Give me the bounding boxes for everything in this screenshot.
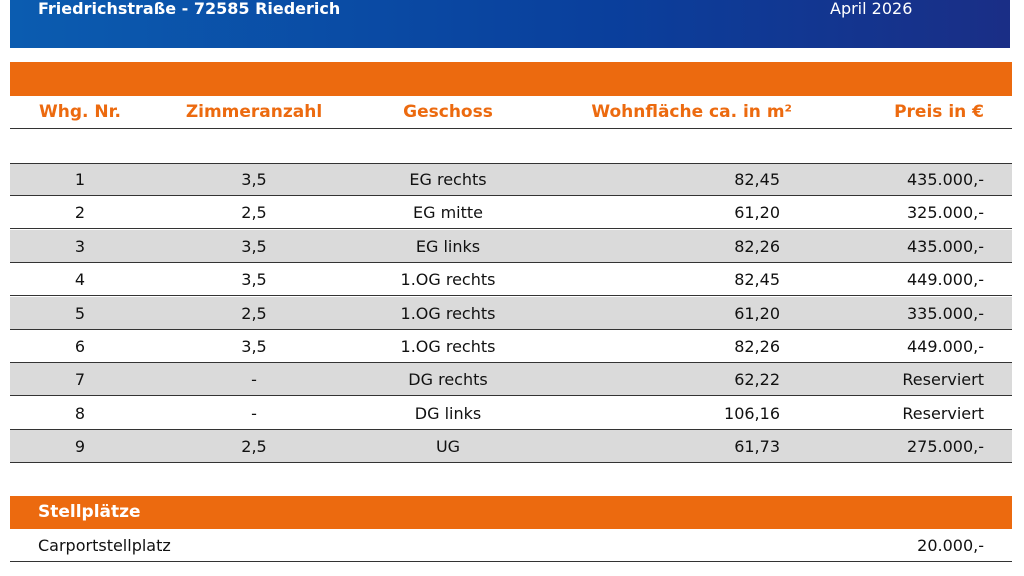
- column-header: Whg. Nr.: [38, 102, 122, 122]
- table-cell: 3,5: [241, 170, 267, 189]
- column-header: Wohnfläche ca. in m²: [591, 102, 792, 122]
- table-cell: 6: [74, 337, 86, 356]
- table-row: [10, 163, 1012, 196]
- table-cell: -: [251, 403, 257, 423]
- table-row: [10, 296, 1012, 330]
- header-rule: [10, 128, 1012, 129]
- table-cell: 275.000,-: [906, 437, 984, 457]
- table-cell: 1.OG rechts: [400, 270, 496, 290]
- table-cell: 61,20: [734, 303, 780, 323]
- table-cell: 2,5: [241, 203, 267, 223]
- table-cell: 5: [74, 303, 86, 323]
- column-header: Zimmeranzahl: [185, 102, 323, 122]
- table-cell: 106,16: [724, 403, 780, 423]
- table-cell: 8: [74, 403, 86, 423]
- header-bar: [10, 62, 1012, 96]
- table-cell: EG links: [415, 236, 481, 256]
- table-cell: 1.OG rechts: [400, 303, 496, 323]
- table-cell: 1: [74, 170, 86, 189]
- table-cell: 3,5: [241, 236, 267, 256]
- table-cell: 82,45: [734, 170, 780, 189]
- table-cell: Reserviert: [902, 403, 984, 423]
- table-cell: 2,5: [241, 303, 267, 323]
- parking-price: 20.000,-: [917, 536, 984, 555]
- column-header: Preis in €: [894, 102, 984, 122]
- table-cell: 61,20: [734, 203, 780, 223]
- table-cell: -: [251, 370, 257, 390]
- table-cell: EG rechts: [409, 170, 487, 189]
- table-cell: 2: [74, 203, 86, 223]
- table-cell: 449.000,-: [906, 337, 984, 356]
- table-cell: Reserviert: [902, 370, 984, 390]
- table-cell: 4: [74, 270, 86, 290]
- table-cell: DG rechts: [408, 370, 488, 390]
- table-cell: EG mitte: [412, 203, 483, 223]
- column-header: Geschoss: [403, 102, 493, 122]
- table-cell: 325.000,-: [906, 203, 984, 223]
- table-cell: 9: [74, 437, 86, 457]
- table-row: [10, 363, 1012, 397]
- table-row: [10, 330, 1012, 363]
- table-cell: 2,5: [241, 437, 267, 457]
- table-cell: 449.000,-: [906, 270, 984, 290]
- table-cell: 3,5: [241, 337, 267, 356]
- table-cell: 3,5: [241, 270, 267, 290]
- table-cell: UG: [435, 437, 461, 457]
- table-cell: 435.000,-: [906, 170, 984, 189]
- table-cell: 62,22: [734, 370, 780, 390]
- table-row: [10, 196, 1012, 230]
- parking-row: [10, 529, 1012, 562]
- table-cell: 82,26: [734, 236, 780, 256]
- table-row: [10, 229, 1012, 263]
- table-cell: 3: [74, 236, 86, 256]
- table-cell: 7: [74, 370, 86, 390]
- table-cell: 1.OG rechts: [400, 337, 496, 356]
- header-banner: Friedrichstraße - 72585 Riederich April …: [10, 0, 1010, 48]
- table-cell: 82,45: [734, 270, 780, 290]
- parking-bar: Stellplätze: [10, 496, 1012, 529]
- table-row: [10, 430, 1012, 464]
- table-row: [10, 396, 1012, 430]
- table-cell: DG links: [414, 403, 482, 423]
- date: April 2026: [830, 0, 913, 18]
- parking-title: Stellplätze: [38, 502, 141, 522]
- table-cell: 335.000,-: [906, 303, 984, 323]
- table-cell: 435.000,-: [906, 236, 984, 256]
- parking-label: Carportstellplatz: [38, 536, 171, 555]
- table-cell: 61,73: [734, 437, 780, 457]
- address: Friedrichstraße - 72585 Riederich: [38, 0, 341, 18]
- table-cell: 82,26: [734, 337, 780, 356]
- table-row: [10, 263, 1012, 297]
